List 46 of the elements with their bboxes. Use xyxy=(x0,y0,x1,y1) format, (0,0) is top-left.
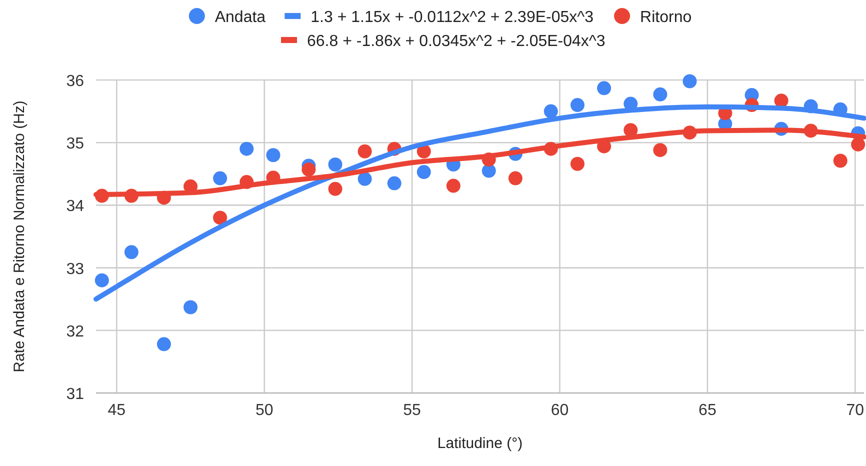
point xyxy=(328,158,342,172)
legend-label: Ritorno xyxy=(640,9,692,26)
x-tick-label: 70 xyxy=(846,402,864,419)
point xyxy=(328,182,342,196)
y-tick-label: 33 xyxy=(66,260,84,278)
point xyxy=(184,300,198,314)
point xyxy=(416,165,431,180)
point xyxy=(358,172,372,186)
point xyxy=(213,171,228,186)
y-tick-label: 36 xyxy=(66,73,84,90)
y-tick-label: 35 xyxy=(66,136,84,153)
y-tick-label: 31 xyxy=(66,386,84,403)
x-axis-title: Latitudine (°) xyxy=(437,435,523,452)
point xyxy=(446,178,460,193)
y-tick-label: 32 xyxy=(66,323,84,340)
point xyxy=(544,104,558,118)
point xyxy=(94,273,109,288)
point xyxy=(653,143,668,158)
point xyxy=(156,337,171,352)
y-axis-title: Rate Andata e Ritorno Normalizzato (Hz) xyxy=(11,100,28,372)
legend-label: Andata xyxy=(214,9,266,26)
point xyxy=(302,162,316,177)
point xyxy=(570,156,584,171)
point xyxy=(358,144,372,158)
point xyxy=(124,245,138,260)
y-tick-label: 34 xyxy=(66,198,84,216)
point xyxy=(213,210,228,225)
legend-label: 66.8 + -1.86x + 0.0345x^2 + -2.05E-04x^3 xyxy=(307,33,606,50)
point xyxy=(387,176,402,190)
point xyxy=(653,87,668,102)
point xyxy=(833,154,848,168)
legend-label: 1.3 + 1.15x + -0.0112x^2 + 2.39E-05x^3 xyxy=(310,9,594,26)
point xyxy=(774,94,788,108)
point xyxy=(508,171,522,186)
point xyxy=(597,81,612,96)
point xyxy=(482,164,496,178)
point xyxy=(851,137,866,152)
x-tick-label: 65 xyxy=(698,402,716,419)
x-tick-label: 50 xyxy=(255,402,274,419)
point xyxy=(240,142,254,156)
point xyxy=(570,98,584,112)
x-tick-label: 60 xyxy=(550,402,569,419)
point xyxy=(682,74,697,88)
point xyxy=(266,148,280,162)
x-tick-label: 45 xyxy=(108,402,126,419)
x-tick-label: 55 xyxy=(403,402,422,419)
